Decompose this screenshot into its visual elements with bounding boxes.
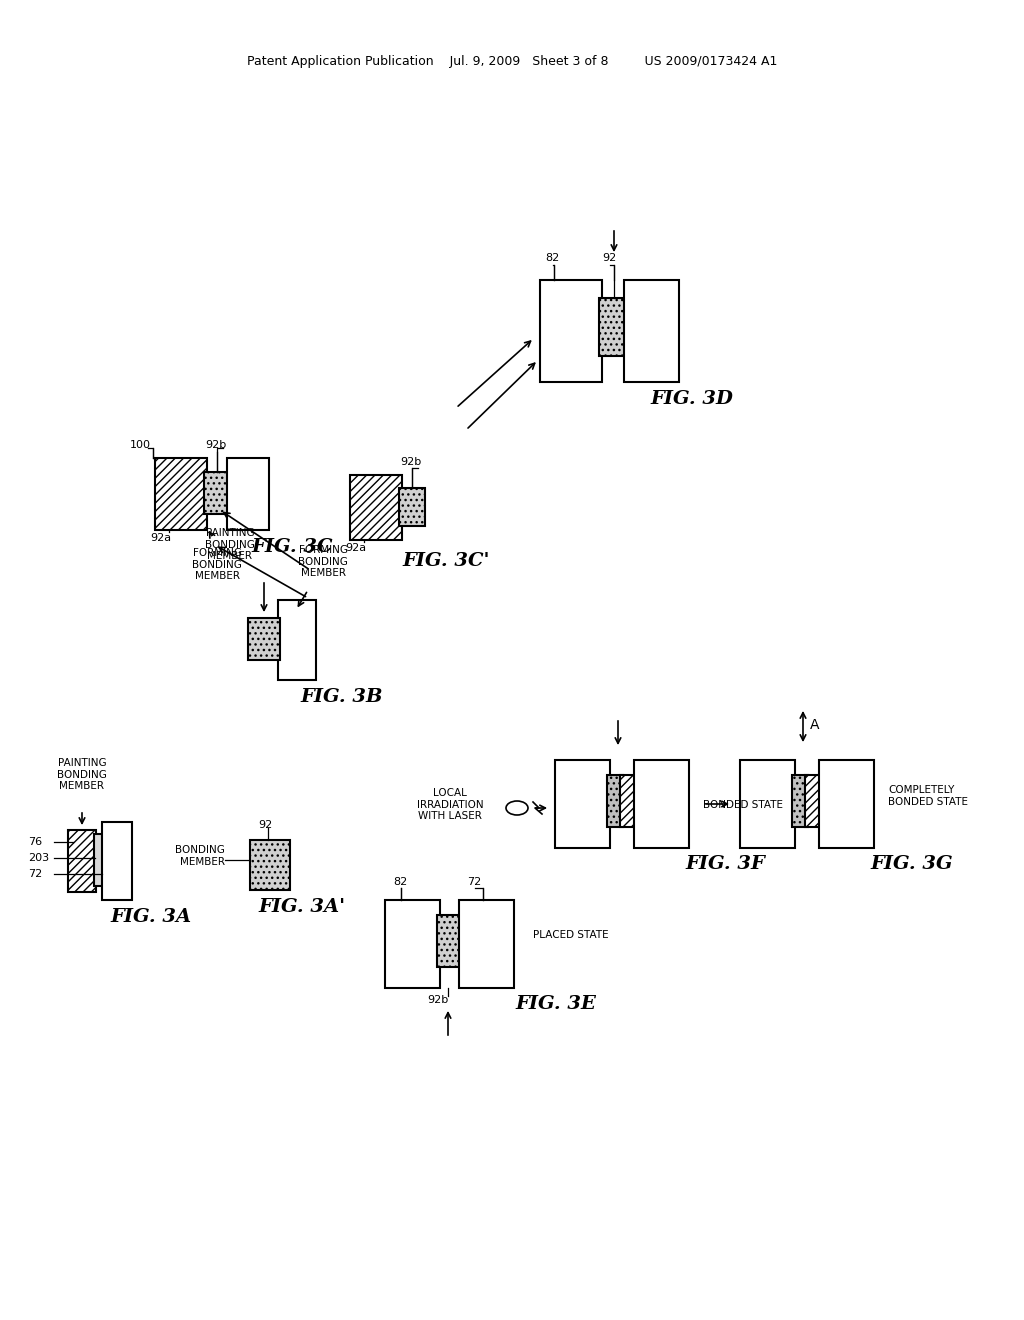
Bar <box>385 900 440 987</box>
Bar <box>155 458 207 531</box>
Ellipse shape <box>506 801 528 814</box>
Text: 92: 92 <box>258 820 272 830</box>
Text: 72: 72 <box>28 869 42 879</box>
Bar <box>250 840 290 890</box>
Text: FIG. 3A: FIG. 3A <box>110 908 191 927</box>
Bar <box>204 473 230 513</box>
Bar <box>102 822 132 900</box>
Text: COMPLETELY
BONDED STATE: COMPLETELY BONDED STATE <box>888 785 968 807</box>
Text: PAINTING
BONDING
MEMBER: PAINTING BONDING MEMBER <box>205 528 255 561</box>
Text: FIG. 3D: FIG. 3D <box>650 389 733 408</box>
Bar <box>540 280 602 381</box>
Bar <box>620 775 638 828</box>
Bar <box>350 475 402 540</box>
Text: PAINTING
BONDING
MEMBER: PAINTING BONDING MEMBER <box>57 758 106 791</box>
Bar <box>607 775 623 828</box>
Bar <box>792 775 808 828</box>
Text: FORMING
BONDING
MEMBER: FORMING BONDING MEMBER <box>193 548 242 581</box>
Text: Patent Application Publication    Jul. 9, 2009   Sheet 3 of 8         US 2009/01: Patent Application Publication Jul. 9, 2… <box>247 55 777 69</box>
Text: PLACED STATE: PLACED STATE <box>534 931 608 940</box>
Text: FIG. 3C': FIG. 3C' <box>402 552 489 570</box>
Text: 203: 203 <box>28 853 49 863</box>
Text: FIG. 3E: FIG. 3E <box>515 995 596 1012</box>
Bar <box>399 488 425 525</box>
Text: 92b: 92b <box>400 457 421 467</box>
Text: 72: 72 <box>467 876 481 887</box>
Bar <box>819 760 874 847</box>
Bar <box>68 830 96 892</box>
Text: 82: 82 <box>393 876 408 887</box>
Bar <box>227 458 269 531</box>
Bar <box>634 760 689 847</box>
Bar <box>94 834 104 886</box>
Bar <box>459 900 514 987</box>
Text: 82: 82 <box>545 253 559 263</box>
Bar <box>624 280 679 381</box>
Bar <box>248 618 280 660</box>
Bar <box>278 601 316 680</box>
Text: 92b: 92b <box>205 440 226 450</box>
Bar <box>599 298 627 356</box>
Bar <box>437 915 463 968</box>
Text: 92b: 92b <box>427 995 449 1005</box>
Text: FIG. 3F: FIG. 3F <box>685 855 765 873</box>
Text: FORMING
BONDING
MEMBER: FORMING BONDING MEMBER <box>298 545 348 578</box>
Text: 92a: 92a <box>345 543 367 553</box>
Text: BONDED STATE: BONDED STATE <box>703 800 783 810</box>
Bar <box>805 775 823 828</box>
Text: FIG. 3B: FIG. 3B <box>300 688 383 706</box>
Text: 100: 100 <box>130 440 151 450</box>
Text: 92: 92 <box>602 253 616 263</box>
Text: FIG. 3G: FIG. 3G <box>870 855 952 873</box>
Text: BONDING
MEMBER: BONDING MEMBER <box>175 845 225 867</box>
Bar <box>555 760 610 847</box>
Text: 76: 76 <box>28 837 42 847</box>
Bar <box>740 760 795 847</box>
Text: LOCAL
IRRADIATION
WITH LASER: LOCAL IRRADIATION WITH LASER <box>417 788 483 821</box>
Text: FIG. 3A': FIG. 3A' <box>258 898 345 916</box>
Text: FIG. 3C: FIG. 3C <box>251 539 333 556</box>
Text: A: A <box>810 718 819 733</box>
Text: 92a: 92a <box>150 533 171 543</box>
